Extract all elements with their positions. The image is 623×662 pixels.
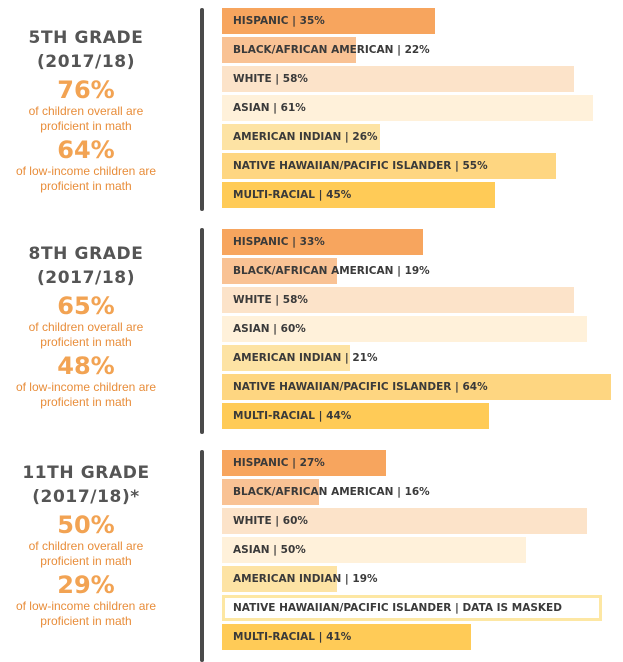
bar-row-asian: ASIAN | 60%: [222, 316, 623, 342]
bar-asian: [222, 537, 526, 563]
bar-asian: [222, 316, 587, 342]
bar-label-american-indian: AMERICAN INDIAN | 19%: [233, 573, 378, 585]
bar-label-american-indian: AMERICAN INDIAN | 26%: [233, 131, 378, 143]
bar-label-white: WHITE | 60%: [233, 515, 308, 527]
bar-multi-racial: [222, 182, 495, 208]
overall-proficiency-label: of children overall are: [28, 539, 144, 553]
grade-year: (2017/18): [36, 52, 136, 72]
bar-label-white: WHITE | 58%: [233, 294, 308, 306]
lowincome-proficiency-label: of low-income children are: [15, 380, 157, 394]
divider-line: [200, 8, 204, 211]
bar-row-native-hawaiian-pacific-islander: NATIVE HAWAIIAN/PACIFIC ISLANDER | DATA …: [222, 595, 623, 621]
bar-row-white: WHITE | 58%: [222, 287, 623, 313]
lowincome-proficiency-value: 29%: [57, 571, 115, 599]
bar-hispanic: [222, 450, 386, 476]
bar-label-asian: ASIAN | 50%: [233, 544, 306, 556]
grade-title: 5TH GRADE: [28, 28, 144, 48]
bar-hispanic: [222, 8, 435, 34]
overall-proficiency-label: proficient in math: [40, 335, 132, 349]
bar-label-asian: ASIAN | 60%: [233, 323, 306, 335]
bar-row-hispanic: HISPANIC | 33%: [222, 229, 623, 255]
bar-american-indian: [222, 566, 337, 592]
bar-label-black-african-american: BLACK/AFRICAN AMERICAN | 22%: [233, 44, 430, 56]
bar-label-multi-racial: MULTI-RACIAL | 44%: [233, 410, 352, 422]
overall-proficiency-label: of children overall are: [28, 320, 144, 334]
bar-multi-racial: [222, 403, 489, 429]
bar-black-african-american: [222, 258, 337, 284]
grade-title: 8TH GRADE: [28, 244, 144, 264]
bar-row-white: WHITE | 60%: [222, 508, 623, 534]
divider-line: [200, 228, 204, 434]
grade-year: (2017/18): [36, 268, 136, 288]
bar-label-black-african-american: BLACK/AFRICAN AMERICAN | 16%: [233, 486, 430, 498]
bar-white: [222, 287, 574, 313]
bar-black-african-american: [222, 37, 356, 63]
bar-label-multi-racial: MULTI-RACIAL | 41%: [233, 631, 352, 643]
lowincome-proficiency-label: proficient in math: [40, 179, 132, 193]
lowincome-proficiency-label: proficient in math: [40, 614, 132, 628]
bar-row-american-indian: AMERICAN INDIAN | 26%: [222, 124, 623, 150]
bar-label-american-indian: AMERICAN INDIAN | 21%: [233, 352, 378, 364]
lowincome-proficiency-label: proficient in math: [40, 395, 132, 409]
lowincome-proficiency-label: of low-income children are: [15, 164, 157, 178]
bar-native-hawaiian-pacific-islander: [222, 374, 611, 400]
overall-proficiency-label: proficient in math: [40, 119, 132, 133]
bar-row-hispanic: HISPANIC | 27%: [222, 450, 623, 476]
divider-line: [200, 450, 204, 662]
bar-row-multi-racial: MULTI-RACIAL | 44%: [222, 403, 623, 429]
bar-row-multi-racial: MULTI-RACIAL | 45%: [222, 182, 623, 208]
grade-block-11th: 11TH GRADE (2017/18)* 50% of children ov…: [0, 443, 623, 662]
bar-row-hispanic: HISPANIC | 35%: [222, 8, 623, 34]
lowincome-proficiency-label: of low-income children are: [15, 599, 157, 613]
bar-white: [222, 66, 574, 92]
bar-row-american-indian: AMERICAN INDIAN | 19%: [222, 566, 623, 592]
overall-proficiency-value: 50%: [57, 511, 115, 539]
grade-block-8th: 8TH GRADE (2017/18) 65% of children over…: [0, 222, 623, 442]
bar-american-indian: [222, 124, 380, 150]
bar-label-hispanic: HISPANIC | 33%: [233, 236, 325, 248]
overall-proficiency-value: 76%: [57, 76, 115, 104]
bar-black-african-american: [222, 479, 319, 505]
bar-row-black-african-american: BLACK/AFRICAN AMERICAN | 19%: [222, 258, 623, 284]
grade-summary: 5TH GRADE (2017/18) 76% of children over…: [0, 26, 172, 194]
bar-label-hispanic: HISPANIC | 35%: [233, 15, 325, 27]
bar-label-native-hawaiian-pacific-islander: NATIVE HAWAIIAN/PACIFIC ISLANDER | DATA …: [233, 602, 562, 614]
grade-summary: 11TH GRADE (2017/18)* 50% of children ov…: [0, 461, 172, 629]
bar-white: [222, 508, 587, 534]
overall-proficiency-label: of children overall are: [28, 104, 144, 118]
bar-hispanic: [222, 229, 423, 255]
lowincome-proficiency-value: 48%: [57, 352, 115, 380]
bar-native-hawaiian-pacific-islander: [222, 595, 602, 621]
bar-multi-racial: [222, 624, 471, 650]
bar-row-multi-racial: MULTI-RACIAL | 41%: [222, 624, 623, 650]
bar-chart: HISPANIC | 33% BLACK/AFRICAN AMERICAN | 1…: [222, 229, 623, 431]
bar-american-indian: [222, 345, 350, 371]
bar-label-hispanic: HISPANIC | 27%: [233, 457, 325, 469]
bar-row-black-african-american: BLACK/AFRICAN AMERICAN | 16%: [222, 479, 623, 505]
grade-block-5th: 5TH GRADE (2017/18) 76% of children over…: [0, 0, 623, 220]
bar-label-asian: ASIAN | 61%: [233, 102, 306, 114]
grade-summary: 8TH GRADE (2017/18) 65% of children over…: [0, 242, 172, 410]
bar-label-black-african-american: BLACK/AFRICAN AMERICAN | 19%: [233, 265, 430, 277]
lowincome-proficiency-value: 64%: [57, 136, 115, 164]
bar-row-native-hawaiian-pacific-islander: NATIVE HAWAIIAN/PACIFIC ISLANDER | 55%: [222, 153, 623, 179]
bar-label-white: WHITE | 58%: [233, 73, 308, 85]
overall-proficiency-label: proficient in math: [40, 554, 132, 568]
bar-row-black-african-american: BLACK/AFRICAN AMERICAN | 22%: [222, 37, 623, 63]
bar-label-native-hawaiian-pacific-islander: NATIVE HAWAIIAN/PACIFIC ISLANDER | 55%: [233, 160, 488, 172]
bar-native-hawaiian-pacific-islander: [222, 153, 556, 179]
bar-row-native-hawaiian-pacific-islander: NATIVE HAWAIIAN/PACIFIC ISLANDER | 64%: [222, 374, 623, 400]
grade-year: (2017/18)*: [32, 487, 140, 507]
bar-row-white: WHITE | 58%: [222, 66, 623, 92]
bar-chart: HISPANIC | 27% BLACK/AFRICAN AMERICAN | 1…: [222, 450, 623, 655]
bar-chart: HISPANIC | 35% BLACK/AFRICAN AMERICAN | 2…: [222, 8, 623, 210]
bar-asian: [222, 95, 593, 121]
overall-proficiency-value: 65%: [57, 292, 115, 320]
grade-title: 11TH GRADE: [22, 463, 150, 483]
bar-label-native-hawaiian-pacific-islander: NATIVE HAWAIIAN/PACIFIC ISLANDER | 64%: [233, 381, 488, 393]
bar-row-asian: ASIAN | 50%: [222, 537, 623, 563]
bar-row-american-indian: AMERICAN INDIAN | 21%: [222, 345, 623, 371]
bar-label-multi-racial: MULTI-RACIAL | 45%: [233, 189, 352, 201]
bar-row-asian: ASIAN | 61%: [222, 95, 623, 121]
